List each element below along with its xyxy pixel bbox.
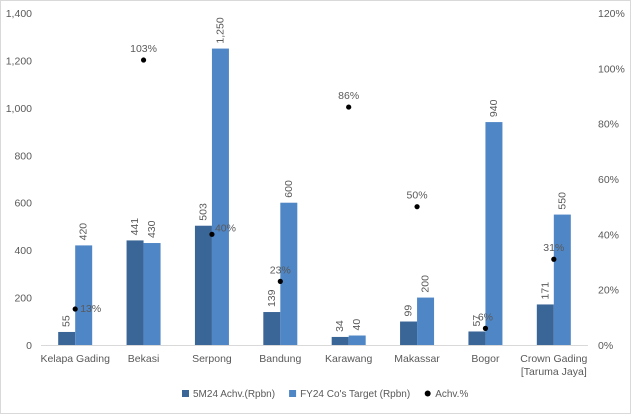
achievement-pct-point	[414, 204, 420, 210]
x-tick-label: Serpong	[192, 353, 232, 365]
bar-target	[75, 245, 93, 345]
bar-achievement	[468, 331, 486, 345]
y-right-tick-label: 20%	[598, 285, 619, 297]
achievement-pct-label: 23%	[270, 264, 291, 276]
legend-label: 5M24 Achv.(Rpbn)	[193, 389, 275, 400]
achievement-pct-label: 86%	[338, 90, 359, 102]
bar-target	[485, 122, 503, 345]
bar-value-label: 550	[556, 192, 568, 210]
bar-target	[553, 214, 571, 345]
legend: 5M24 Achv.(Rpbn) FY24 Co's Target (Rpbn) A…	[182, 389, 468, 400]
y-left-tick-label: 600	[14, 198, 32, 210]
achievement-pct-point	[346, 104, 352, 110]
bar-value-label: 139	[266, 289, 278, 307]
x-tick-label: Makassar	[394, 353, 440, 365]
y-left-tick-label: 400	[14, 245, 32, 257]
bar-achievement	[58, 331, 76, 345]
bar-achievement	[331, 336, 349, 345]
labels-layer: 55 441 503 139 34 99 57 171 420 430 1,250 600 40 200 9…	[61, 17, 569, 332]
bar-value-label: 420	[78, 223, 90, 241]
y-left-tick-label: 1,200	[6, 55, 32, 67]
legend-swatch	[182, 390, 189, 397]
achievement-pct-label: 31%	[543, 242, 564, 254]
x-tick-label: Bekasi	[128, 353, 160, 365]
achievement-pct-point	[277, 278, 283, 284]
x-tick-label: Bogor	[471, 353, 500, 365]
bar-value-label: 600	[283, 180, 295, 198]
x-tick-label: Karawang	[325, 353, 372, 365]
y-right-tick-label: 40%	[598, 229, 619, 241]
bar-value-label: 34	[334, 320, 346, 332]
achievement-pct-label: 13%	[80, 303, 101, 315]
y-left-tick-label: 1,000	[6, 103, 32, 115]
y-right-tick-label: 100%	[598, 63, 625, 75]
achievement-pct-point	[140, 57, 147, 63]
bar-value-label: 99	[403, 305, 415, 317]
bar-value-label: 171	[539, 282, 551, 300]
legend-label: Achv.%	[435, 389, 468, 400]
bar-value-label: 200	[420, 275, 432, 293]
axes-layer: 0 200 400 600 800 1,000 1,200 1,400 0% 20% 40% 60% 8…	[6, 8, 625, 378]
y-left-tick-label: 1,400	[6, 8, 32, 20]
bar-value-label: 441	[129, 218, 141, 236]
y-right-tick-label: 0%	[598, 340, 613, 352]
bar-achievement	[126, 240, 144, 345]
y-right-tick-label: 80%	[598, 119, 619, 131]
achievement-pct-label: 103%	[130, 43, 157, 55]
bar-value-label: 503	[197, 203, 209, 221]
legend-label: FY24 Co's Target (Rpbn)	[300, 389, 410, 400]
achievement-pct-point	[482, 325, 489, 331]
achievement-pct-point	[209, 231, 215, 237]
y-right-tick-label: 120%	[598, 8, 625, 20]
bar-value-label: 940	[488, 99, 500, 117]
achievement-pct-label: 40%	[215, 222, 236, 234]
y-left-tick-label: 200	[14, 293, 32, 305]
y-left-tick-label: 0	[26, 340, 32, 352]
bar-value-label: 40	[351, 319, 363, 331]
bar-achievement	[194, 225, 212, 345]
points-layer: 13% 103% 40% 23% 86% 50% 6% 31%	[72, 43, 564, 331]
legend-marker	[424, 390, 431, 397]
bar-achievement	[536, 304, 554, 345]
bar-value-label: 430	[146, 220, 158, 238]
y-left-tick-label: 800	[14, 150, 32, 162]
bars-layer	[58, 48, 571, 345]
y-right-tick-label: 60%	[598, 174, 619, 186]
x-tick-label: Kelapa Gading	[40, 353, 110, 365]
bar-target	[417, 297, 435, 345]
x-tick-label: Crown Gading	[520, 353, 587, 365]
bar-value-label: 55	[61, 315, 73, 327]
bar-target	[280, 202, 298, 345]
x-tick-label: Bandung	[259, 353, 301, 365]
bar-target	[211, 48, 229, 345]
bar-achievement	[400, 321, 418, 345]
bar-value-label: 1,250	[214, 17, 226, 43]
bar-target	[348, 335, 366, 345]
bar-target	[143, 243, 161, 345]
achievement-pct-point	[72, 306, 78, 312]
achievement-pct-label: 6%	[478, 311, 493, 323]
achievement-pct-point	[551, 256, 557, 262]
bar-achievement	[263, 312, 281, 345]
achievement-pct-label: 50%	[407, 190, 428, 202]
bar-value-label: 57	[471, 315, 483, 327]
x-tick-label: [Taruma Jaya]	[521, 366, 587, 378]
legend-swatch	[289, 390, 297, 397]
